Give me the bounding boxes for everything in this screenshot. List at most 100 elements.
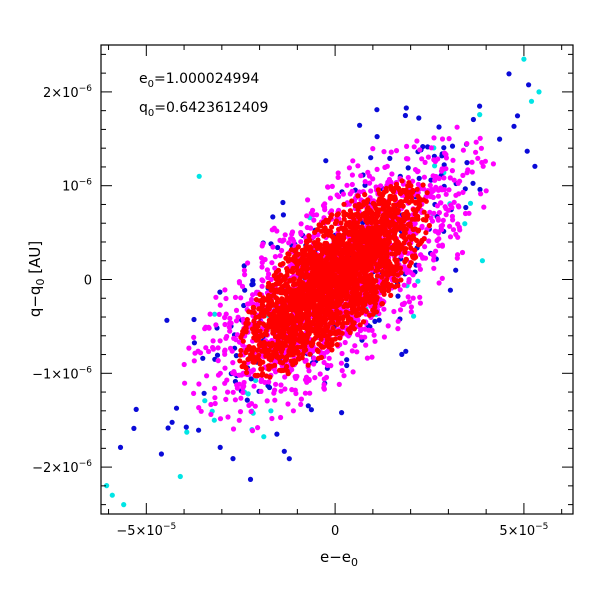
data-point xyxy=(367,265,373,271)
data-point xyxy=(467,200,474,206)
data-point xyxy=(410,226,416,233)
data-point xyxy=(232,397,238,403)
data-point xyxy=(372,230,378,236)
data-point xyxy=(347,219,353,225)
data-point xyxy=(260,343,266,349)
data-point xyxy=(407,189,413,195)
data-point xyxy=(280,360,286,366)
data-point xyxy=(334,192,340,198)
data-point xyxy=(121,502,127,508)
data-point xyxy=(526,82,532,88)
data-point xyxy=(230,389,236,395)
data-point xyxy=(262,256,268,263)
data-point xyxy=(269,260,275,266)
data-point xyxy=(203,324,209,330)
data-point xyxy=(376,199,382,205)
data-point xyxy=(248,296,255,303)
data-point xyxy=(260,241,266,247)
data-point xyxy=(273,346,280,352)
data-point xyxy=(329,224,335,230)
data-point xyxy=(349,188,355,194)
data-point xyxy=(460,172,466,178)
data-point xyxy=(259,277,265,283)
data-point xyxy=(406,276,412,283)
data-point xyxy=(350,369,356,375)
data-point xyxy=(314,212,320,218)
data-point xyxy=(314,329,320,336)
data-point xyxy=(459,249,466,256)
data-point xyxy=(368,295,375,301)
data-point xyxy=(245,301,251,307)
data-point xyxy=(393,148,400,154)
data-point xyxy=(368,272,374,278)
data-point xyxy=(340,282,346,288)
data-point xyxy=(473,139,479,145)
data-point xyxy=(271,225,277,231)
data-point xyxy=(198,408,204,414)
data-point xyxy=(436,175,442,182)
data-point xyxy=(352,289,358,295)
data-point xyxy=(338,239,344,245)
data-point xyxy=(240,385,246,391)
data-point xyxy=(266,366,272,372)
data-point xyxy=(222,287,228,293)
data-point xyxy=(424,190,430,196)
data-point xyxy=(403,236,409,242)
data-point xyxy=(327,195,333,201)
data-point xyxy=(347,274,353,280)
data-point xyxy=(341,250,347,256)
data-point xyxy=(215,345,221,351)
data-point xyxy=(436,210,442,216)
data-point xyxy=(344,182,350,188)
data-point xyxy=(284,368,290,374)
data-point xyxy=(315,317,321,323)
data-point xyxy=(357,322,363,328)
data-point xyxy=(412,247,418,253)
data-point xyxy=(239,331,245,337)
data-point xyxy=(358,173,364,179)
data-point xyxy=(355,214,362,220)
data-point xyxy=(259,333,265,339)
data-point xyxy=(254,301,260,307)
data-point xyxy=(447,234,454,240)
data-point xyxy=(296,281,302,287)
data-point xyxy=(349,198,355,204)
data-point xyxy=(288,247,295,253)
data-point xyxy=(374,252,380,258)
data-point xyxy=(428,145,434,151)
data-point xyxy=(415,213,421,219)
data-point xyxy=(394,278,400,284)
data-point xyxy=(279,247,285,254)
data-point xyxy=(324,362,330,368)
data-point xyxy=(298,231,304,237)
x-axis-label: e−e0 xyxy=(320,548,358,569)
data-point xyxy=(410,272,416,278)
data-point xyxy=(420,182,426,188)
data-point xyxy=(289,387,295,393)
data-point xyxy=(184,429,190,435)
data-point xyxy=(511,123,517,129)
data-point xyxy=(454,124,460,130)
data-point xyxy=(386,285,392,292)
data-point xyxy=(388,149,394,155)
data-point xyxy=(241,267,247,273)
data-point xyxy=(431,265,437,271)
data-point xyxy=(212,385,218,391)
data-point xyxy=(216,311,222,317)
data-point xyxy=(374,214,380,220)
data-point xyxy=(307,237,313,243)
data-point xyxy=(443,191,449,197)
data-point xyxy=(328,214,334,220)
data-point xyxy=(334,308,340,314)
data-point xyxy=(431,257,437,263)
data-point xyxy=(384,269,390,275)
data-point xyxy=(347,208,353,214)
data-point xyxy=(339,350,345,357)
data-point xyxy=(207,311,213,317)
data-point xyxy=(256,313,262,319)
data-point xyxy=(288,337,294,343)
data-point xyxy=(217,289,223,295)
data-point xyxy=(338,259,344,265)
data-point xyxy=(394,248,400,254)
data-point xyxy=(308,325,314,331)
